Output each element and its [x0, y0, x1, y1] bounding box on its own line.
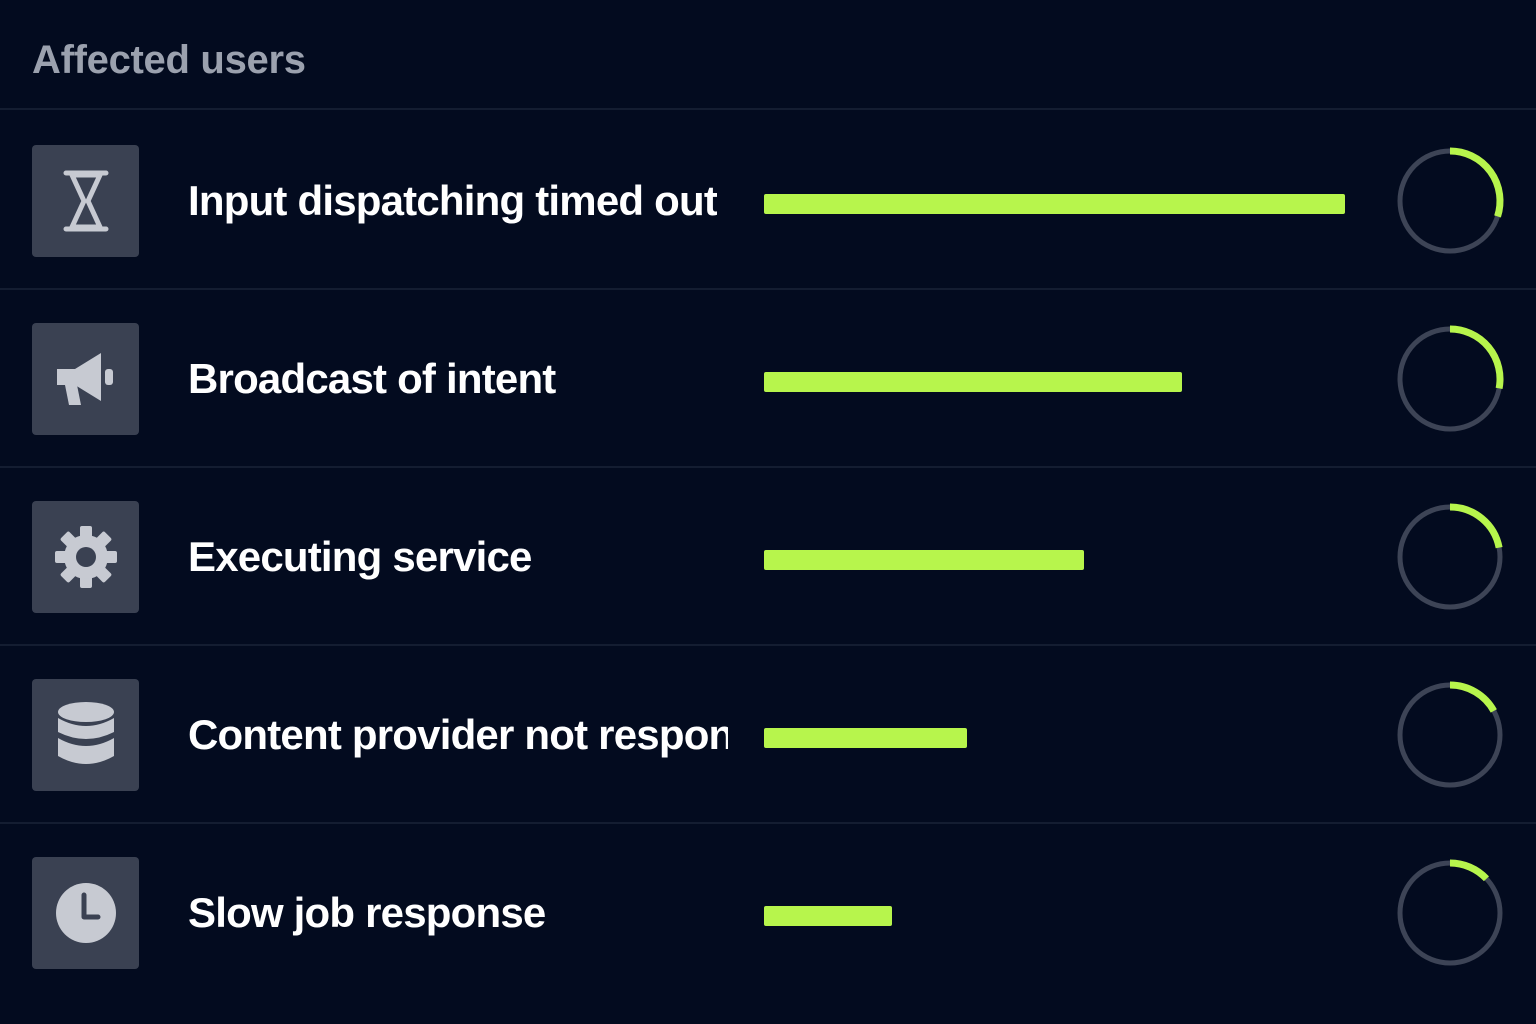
row-label: Executing service [188, 533, 532, 580]
ring-arc [1449, 147, 1504, 218]
icon-tile [32, 145, 139, 257]
ring-arc [1449, 859, 1489, 882]
list-item[interactable]: Content provider not responding [0, 646, 1536, 824]
icon-tile [32, 857, 139, 969]
icon-tile [32, 501, 139, 613]
clock-icon [54, 881, 118, 945]
bar-fill [764, 194, 1345, 214]
list-item[interactable]: Input dispatching timed out [0, 112, 1536, 290]
row-label: Broadcast of intent [188, 355, 556, 402]
bar-track [764, 550, 1345, 570]
ring-arc [1449, 503, 1503, 549]
bar-fill [764, 372, 1183, 392]
bar-fill [764, 550, 1084, 570]
bar-fill [764, 906, 892, 926]
bar-track [764, 728, 1345, 748]
ring-progress [1397, 859, 1503, 966]
ring-progress [1397, 681, 1503, 788]
list-item[interactable]: Executing service [0, 468, 1536, 646]
bar-fill [764, 728, 968, 748]
section-title: Affected users [32, 38, 306, 82]
megaphone-icon [53, 349, 119, 409]
hourglass-icon [62, 169, 110, 233]
gear-icon [53, 524, 119, 590]
ring-arc [1449, 325, 1504, 390]
icon-tile [32, 679, 139, 791]
section-header: Affected users [0, 0, 1536, 110]
ring-progress [1397, 325, 1504, 432]
icon-tile [32, 323, 139, 435]
bar-track [764, 194, 1345, 214]
list-item[interactable]: Broadcast of intent [0, 290, 1536, 468]
ring-progress [1397, 147, 1504, 254]
row-label: Slow job response [188, 889, 546, 936]
bar-track [764, 906, 1345, 926]
affected-users-list: Input dispatching timed out Broadcast of… [0, 112, 1536, 1002]
row-label: Input dispatching timed out [188, 177, 718, 224]
ring-progress [1397, 503, 1503, 610]
database-icon [56, 700, 116, 770]
ring-arc [1449, 681, 1497, 713]
list-item[interactable]: Slow job response [0, 824, 1536, 1002]
bar-track [764, 372, 1345, 392]
row-label: Content provider not responding [188, 711, 728, 758]
